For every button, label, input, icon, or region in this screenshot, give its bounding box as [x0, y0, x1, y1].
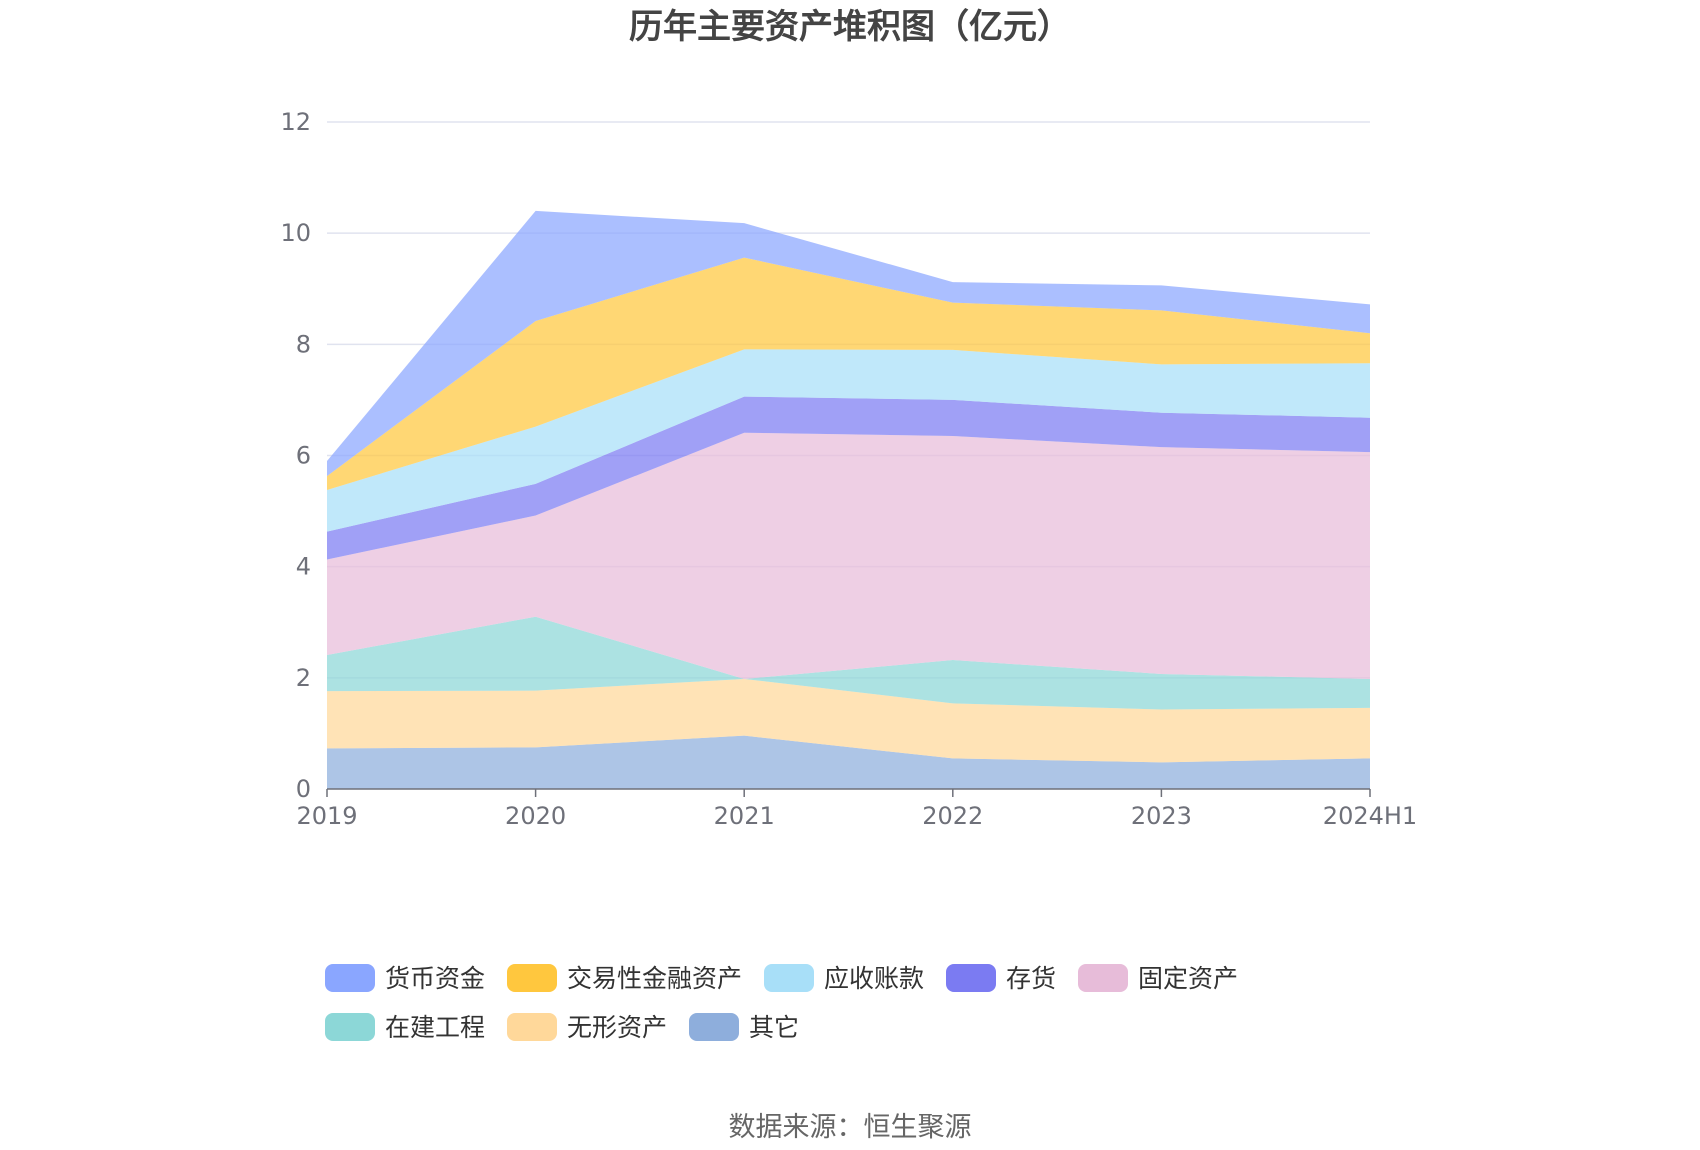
legend-label: 货币资金	[385, 964, 485, 993]
x-tick-label: 2020	[505, 802, 566, 830]
y-tick-label: 4	[296, 553, 311, 581]
legend-label: 交易性金融资产	[567, 964, 742, 993]
x-tick-label: 2024H1	[1323, 802, 1417, 830]
legend-label: 在建工程	[385, 1013, 485, 1042]
legend-label: 其它	[749, 1013, 799, 1042]
y-tick-label: 0	[296, 775, 311, 803]
y-tick-label: 8	[296, 330, 311, 358]
legend-swatch	[764, 964, 814, 992]
legend-swatch	[507, 1013, 557, 1041]
axes: 0 2 4 6 8 10 12 2019 2020 2021 2022 2023 2024H1	[280, 108, 1417, 830]
y-tick-label: 6	[296, 442, 311, 470]
legend-label: 固定资产	[1138, 964, 1238, 993]
area-series-group	[327, 210, 1370, 789]
legend-swatch	[325, 1013, 375, 1041]
legend-label: 无形资产	[567, 1013, 667, 1042]
y-tick-label: 12	[280, 108, 311, 136]
legend-swatch	[946, 964, 996, 992]
data-source-note: 数据来源：恒生聚源	[729, 1112, 972, 1143]
area-series-5	[327, 349, 1370, 532]
legend-label: 应收账款	[824, 964, 924, 993]
area-series-6	[327, 257, 1370, 490]
area-series-4	[327, 396, 1370, 560]
legend-swatch	[507, 964, 557, 992]
area-series-3	[327, 432, 1370, 679]
legend-swatch	[689, 1013, 739, 1041]
chart-title: 历年主要资产堆积图（亿元）	[629, 7, 1071, 47]
area-series-0	[327, 735, 1370, 789]
area-series-1	[327, 678, 1370, 763]
y-tick-label: 2	[296, 664, 311, 692]
x-tick-label: 2021	[714, 802, 775, 830]
x-tick-label: 2019	[296, 802, 357, 830]
x-tick-label: 2022	[922, 802, 983, 830]
legend-swatch	[1078, 964, 1128, 992]
area-series-2	[327, 616, 1370, 710]
area-series-7	[327, 210, 1370, 477]
legend-label: 存货	[1006, 964, 1056, 993]
legend-swatch	[325, 964, 375, 992]
y-tick-label: 10	[280, 219, 311, 247]
x-tick-label: 2023	[1131, 802, 1192, 830]
